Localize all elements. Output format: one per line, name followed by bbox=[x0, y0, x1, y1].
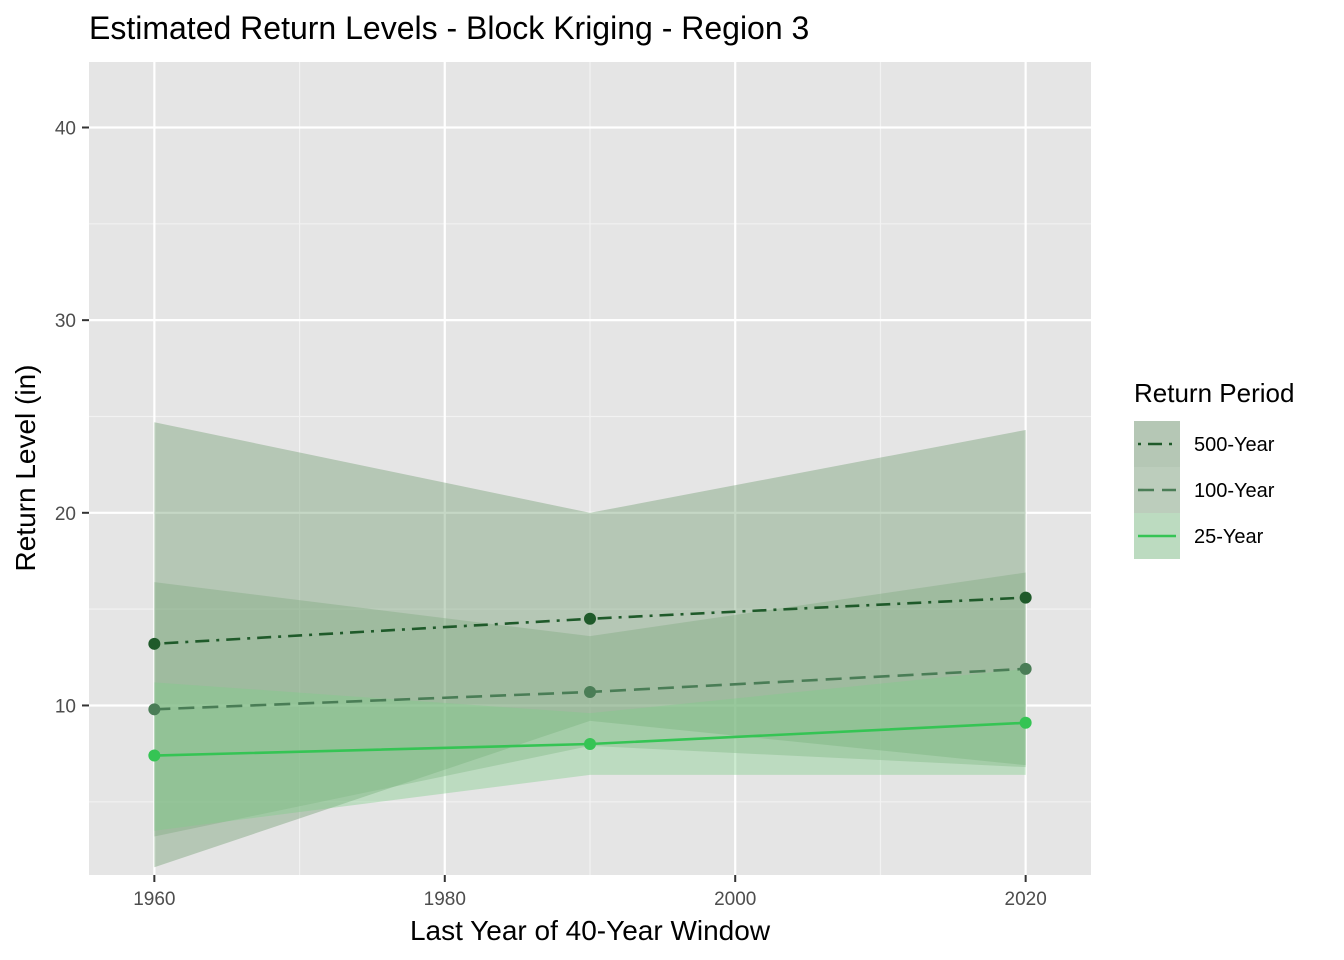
data-point-25-year bbox=[584, 737, 596, 750]
legend-label-100-year: 100-Year bbox=[1194, 480, 1275, 502]
data-point-100-year bbox=[1019, 662, 1032, 675]
series-points bbox=[148, 591, 1032, 762]
data-point-25-year bbox=[1019, 716, 1032, 729]
y-tick-label: 20 bbox=[55, 504, 76, 525]
x-axis-label: Last Year of 40-Year Window bbox=[410, 915, 771, 946]
legend-title: Return Period bbox=[1134, 378, 1294, 408]
legend-label-25-year: 25-Year bbox=[1194, 526, 1264, 548]
legend: Return Period 500-Year 100-Year 25-Year bbox=[1134, 378, 1294, 559]
legend-keys: 500-Year 100-Year 25-Year bbox=[1134, 421, 1275, 559]
data-point-100-year bbox=[148, 703, 161, 716]
data-point-500-year bbox=[1019, 591, 1032, 604]
confidence-band-500-year bbox=[154, 422, 1026, 868]
x-tick-label: 2020 bbox=[1005, 889, 1047, 910]
x-tick-label: 1960 bbox=[133, 889, 175, 910]
major-grid bbox=[89, 62, 1091, 875]
y-tick-label: 40 bbox=[55, 119, 76, 140]
x-axis: 1960 1980 2000 2020 bbox=[133, 875, 1047, 910]
minor-grid bbox=[89, 62, 1091, 875]
data-point-25-year bbox=[148, 749, 161, 762]
data-point-100-year bbox=[584, 685, 596, 698]
x-tick-label: 1980 bbox=[424, 889, 466, 910]
chart-title: Estimated Return Levels - Block Kriging … bbox=[89, 10, 809, 46]
y-axis: 10 20 30 40 bbox=[55, 119, 89, 717]
confidence-band-100-year bbox=[154, 572, 1026, 837]
confidence-bands bbox=[154, 422, 1026, 868]
data-point-500-year bbox=[148, 637, 161, 650]
legend-label-500-year: 500-Year bbox=[1194, 434, 1275, 456]
y-tick-label: 30 bbox=[55, 311, 76, 332]
y-axis-label: Return Level (in) bbox=[10, 365, 41, 572]
data-point-500-year bbox=[584, 612, 596, 625]
y-tick-label: 10 bbox=[55, 696, 76, 717]
x-tick-label: 2000 bbox=[714, 889, 756, 910]
